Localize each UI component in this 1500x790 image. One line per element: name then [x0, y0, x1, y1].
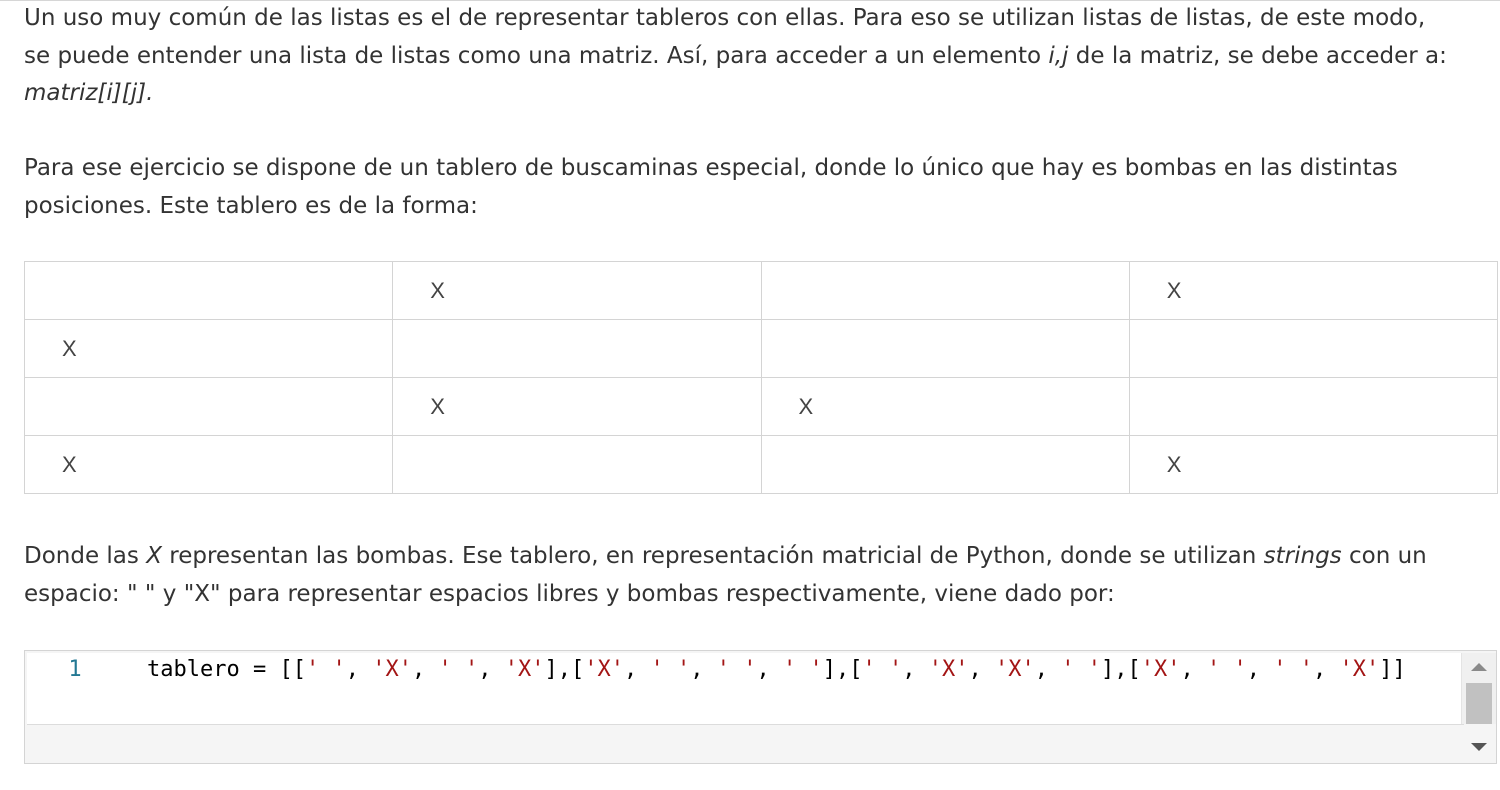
code-punctuation: , [478, 657, 505, 682]
board-cell: X [1128, 261, 1499, 320]
repr-x-term: X [146, 543, 162, 569]
board-cell [1128, 319, 1499, 378]
code-editor-text-area[interactable]: 1 tablero = [[' ', 'X', ' ', 'X'],['X', … [27, 653, 1464, 725]
code-punctuation: , [968, 657, 995, 682]
code-editor[interactable]: 1 tablero = [[' ', 'X', ' ', 'X'],['X', … [24, 650, 1497, 764]
code-string-token: ' ' [650, 657, 691, 682]
repr-strings-term: strings [1263, 543, 1342, 569]
code-punctuation: , [902, 657, 929, 682]
scroll-up-arrow-icon[interactable] [1471, 663, 1487, 671]
code-line[interactable]: tablero = [[' ', 'X', ' ', 'X'],['X', ' … [147, 657, 1406, 682]
code-punctuation: , [623, 657, 651, 682]
board-cell [760, 435, 1130, 494]
code-string-token: 'X' [928, 657, 969, 682]
repr-line-2: espacio: " " y "X" para representar espa… [24, 580, 1115, 607]
table-row: X [23, 319, 1499, 378]
code-string-token: ' ' [438, 657, 479, 682]
code-string-token: 'X' [994, 657, 1035, 682]
code-string-token: 'X' [504, 657, 545, 682]
code-string-token: ' ' [862, 657, 903, 682]
intro-line-2b: de la matriz, se debe acceder a: [1068, 42, 1447, 69]
board-cell: X [23, 435, 394, 494]
code-punctuation: , [1246, 657, 1274, 682]
code-punctuation: , [345, 657, 373, 682]
code-string-token: ' ' [1206, 657, 1247, 682]
code-string-token: ' ' [1273, 657, 1313, 682]
code-string-token: 'X' [372, 657, 412, 682]
board-desc-line-1: Para ese ejercicio se dispone de un tabl… [24, 155, 1398, 181]
board-cell [23, 377, 394, 436]
table-row: X X [23, 377, 1499, 436]
code-punctuation: , [1312, 657, 1340, 682]
code-string-token: ' ' [716, 657, 757, 682]
intro-line-1: Un uso muy común de las listas es el de … [24, 5, 1426, 31]
intro-paragraph: Un uso muy común de las listas es el de … [24, 0, 1494, 113]
code-punctuation: , [756, 657, 783, 682]
scroll-down-arrow-icon[interactable] [1471, 743, 1487, 751]
repr-line-1b: representan las bombas. Ese tablero, en … [161, 543, 1264, 569]
code-prefix: tablero = [[ [147, 657, 306, 682]
board-cell [760, 319, 1130, 378]
code-string-token: 'X' [1339, 657, 1380, 682]
board-cell: X [1128, 435, 1499, 494]
board-cell [1128, 377, 1499, 436]
code-punctuation: ],[ [822, 657, 863, 682]
intro-matrix-access: matriz[i][j]. [24, 80, 154, 106]
code-punctuation: ],[ [544, 657, 585, 682]
board-cell [760, 261, 1130, 320]
board-cell: X [760, 377, 1130, 436]
code-punctuation: ],[ [1100, 657, 1141, 682]
scrollbar-thumb[interactable] [1466, 683, 1492, 724]
minesweeper-board-table: X X X X X X X [23, 261, 1499, 494]
board-cell [23, 261, 394, 320]
repr-line-1c: con un [1341, 543, 1427, 569]
board-cell [392, 319, 762, 378]
board-cell: X [392, 377, 762, 436]
repr-line-1a: Donde las [24, 543, 147, 569]
code-string-token: ' ' [782, 657, 823, 682]
table-row: X X [23, 261, 1499, 320]
board-cell [392, 435, 762, 494]
python-representation-paragraph: Donde las X representan las bombas. Ese … [24, 538, 1494, 613]
code-punctuation: , [1180, 657, 1207, 682]
line-number: 1 [68, 657, 82, 682]
code-string-token: ' ' [1061, 657, 1101, 682]
code-punctuation: , [1034, 657, 1062, 682]
code-string-token: ' ' [305, 657, 346, 682]
vertical-scrollbar[interactable] [1461, 653, 1496, 724]
board-cell: X [392, 261, 762, 320]
code-punctuation: , [411, 657, 439, 682]
code-suffix: ]] [1379, 657, 1406, 682]
board-desc-line-2: posiciones. Este tablero es de la forma: [24, 192, 478, 219]
code-punctuation: , [690, 657, 717, 682]
board-cell: X [23, 319, 394, 378]
board-description-paragraph: Para ese ejercicio se dispone de un tabl… [24, 150, 1494, 225]
table-row: X X [23, 435, 1499, 494]
intro-line-2a: se puede entender una lista de listas co… [24, 42, 1049, 69]
top-divider [0, 0, 1500, 1]
code-string-token: 'X' [1140, 657, 1181, 682]
intro-index-ij: i,j [1048, 42, 1069, 69]
code-string-token: 'X' [584, 657, 624, 682]
